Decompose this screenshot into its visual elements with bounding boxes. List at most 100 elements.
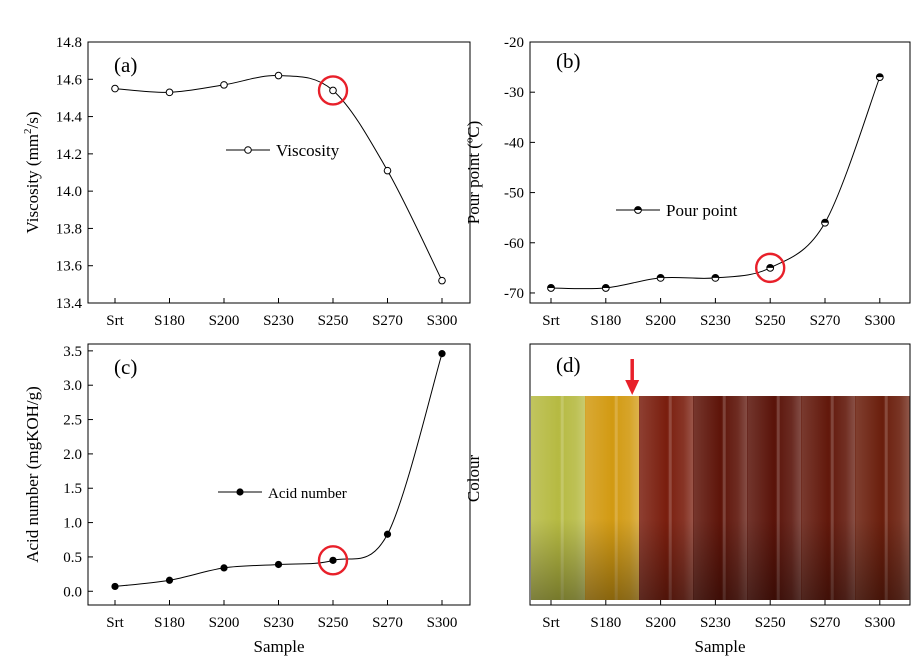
y-tick-label: 1.5 (63, 481, 82, 497)
y-axis-label-sup: 2 (22, 128, 34, 134)
data-point (383, 530, 392, 538)
y-tick-label: 13.8 (56, 221, 82, 237)
legend-label: Acid number (268, 486, 347, 502)
y-tick-label: -50 (504, 186, 524, 202)
data-point (547, 284, 555, 292)
x-tick-label: S230 (263, 313, 294, 329)
x-tick-label: S200 (645, 615, 676, 631)
x-tick-label: S200 (645, 313, 676, 329)
y-tick-label: 0.0 (63, 584, 82, 600)
x-tick-label: S250 (318, 313, 349, 329)
y-tick-label: 0.5 (63, 550, 82, 566)
panel-letter: (d) (556, 353, 581, 377)
data-point (329, 556, 337, 564)
x-tick-label: S270 (810, 313, 841, 329)
data-point (601, 284, 610, 292)
x-tick-label: S230 (700, 313, 731, 329)
y-axis-label: Pour point (ºC) (464, 121, 483, 225)
highlight-circle (317, 75, 349, 106)
y-tick-label: 14.8 (56, 35, 82, 51)
axes-frame (529, 41, 911, 304)
x-tick-label: Srt (542, 615, 560, 631)
panel-letter: (c) (114, 355, 137, 379)
panel-b-pour-point: Srt S180 S200 S230 S250 S270 S300 -70 -60 -50 -40 -… (464, 35, 911, 329)
arrow-head (625, 380, 640, 395)
panel-c-acid-number: Srt S180 S200 S230 S250 S270 S300 0.0 0.5 1.0 1.5 2… (23, 343, 471, 656)
data-point (438, 276, 446, 285)
y-tick-label: 13.4 (56, 296, 83, 312)
y-tick-label: -70 (504, 286, 524, 302)
data-point (220, 81, 228, 89)
legend-label: Pour point (666, 201, 738, 220)
x-tick-label: S180 (590, 313, 621, 329)
legend-label: Viscosity (276, 141, 340, 160)
axes-frame (87, 41, 471, 304)
data-point (165, 576, 174, 584)
legend-marker (236, 488, 244, 496)
y-tick-label: 14.2 (56, 147, 82, 163)
legend-marker (244, 146, 252, 154)
x-tick-label: S250 (755, 615, 786, 631)
x-tick-label: S200 (209, 615, 240, 631)
panel-a-viscosity: Srt S180 S200 S230 S250 S270 S300 13.4 13.6 13.8 1… (22, 35, 471, 329)
data-point (111, 582, 119, 591)
data-point (111, 84, 119, 93)
x-tick-label: S270 (810, 615, 841, 631)
x-tick-label: S270 (372, 313, 403, 329)
y-tick-label: -60 (504, 236, 524, 252)
y-tick-label: 2.0 (63, 447, 82, 463)
highlight-circle (755, 252, 786, 284)
x-tick-label: S180 (590, 615, 621, 631)
x-tick-label: S180 (154, 313, 185, 329)
y-tick-label: 14.0 (56, 184, 82, 200)
data-point (165, 88, 174, 97)
x-tick-label: Srt (106, 615, 124, 631)
x-tick-label: S230 (700, 615, 731, 631)
y-tick-label: 3.5 (63, 344, 82, 360)
data-point (711, 274, 720, 282)
x-tick-label: S250 (755, 313, 786, 329)
y-tick-label: 3.0 (63, 378, 82, 394)
y-axis-label: Colour (464, 455, 483, 503)
data-point (329, 86, 337, 95)
y-tick-label: -30 (504, 85, 524, 101)
axes-frame (529, 343, 911, 606)
legend-marker (634, 206, 642, 214)
series-line (114, 353, 443, 587)
x-tick-label: S270 (372, 615, 403, 631)
y-tick-label: 1.0 (63, 516, 82, 532)
y-axis-label-end: /s) (23, 111, 42, 128)
series-line (550, 76, 881, 290)
data-point (274, 71, 283, 80)
x-tick-label: Srt (542, 313, 560, 329)
data-point (274, 560, 283, 569)
x-axis-label: Sample (254, 637, 305, 656)
y-tick-label: 13.6 (56, 259, 83, 275)
panel-letter: (b) (556, 49, 581, 73)
y-tick-label: 14.4 (56, 110, 83, 126)
panel-d-colour: Srt S180 S200 S230 S250 S270 S300 (d) Colour Samp… (464, 343, 911, 656)
x-tick-label: S200 (209, 313, 240, 329)
x-tick-label: S300 (864, 313, 895, 329)
data-point (383, 166, 392, 175)
data-point (766, 263, 775, 272)
series-line (114, 75, 443, 281)
x-tick-label: S230 (263, 615, 294, 631)
data-point (220, 564, 228, 572)
data-point (821, 218, 829, 227)
photo-shading (531, 396, 909, 600)
y-axis-label-main: Viscosity (mm (23, 134, 42, 234)
highlight-circle (317, 545, 349, 576)
x-tick-label: S180 (154, 615, 185, 631)
data-point (875, 73, 884, 82)
x-tick-label: Srt (106, 313, 124, 329)
y-tick-label: 14.6 (56, 72, 83, 88)
y-tick-label: -20 (504, 35, 524, 51)
y-tick-label: -40 (504, 135, 524, 151)
x-tick-label: S250 (318, 615, 349, 631)
y-axis-label: Acid number (mgKOH/g) (23, 386, 42, 563)
data-point (656, 274, 665, 282)
y-tick-label: 2.5 (63, 413, 82, 429)
x-axis-label: Sample (695, 637, 746, 656)
